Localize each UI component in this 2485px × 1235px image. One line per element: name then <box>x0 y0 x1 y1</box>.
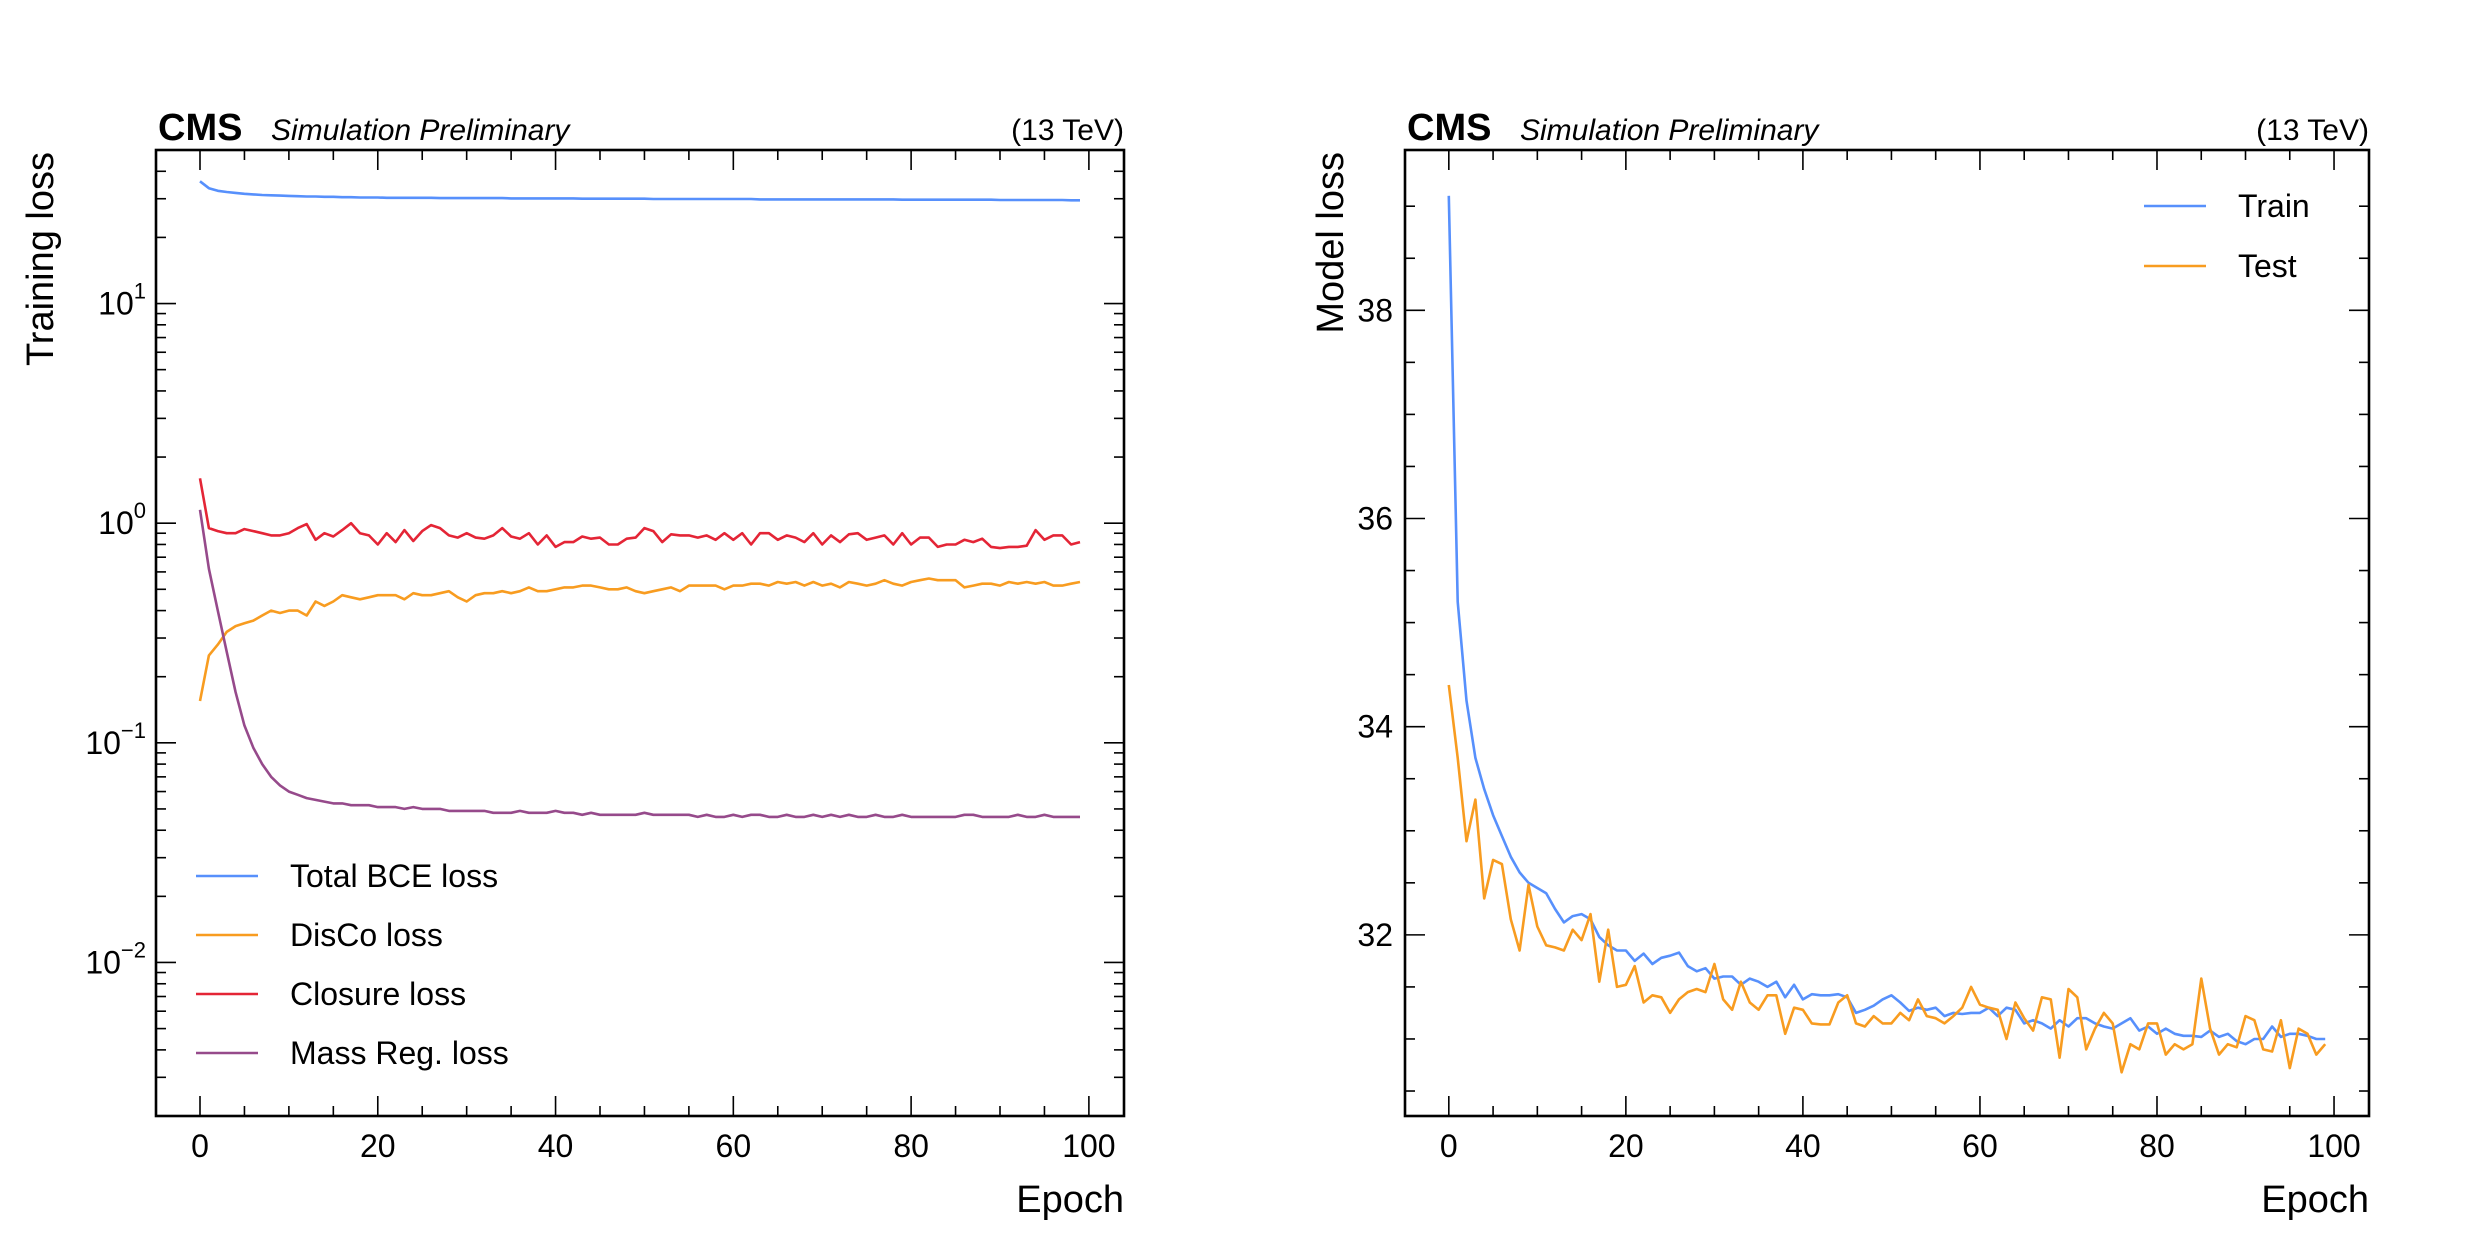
x-axis-label: Epoch <box>2261 1179 2369 1221</box>
y-tick-base: 10 <box>98 286 134 322</box>
axes-frame <box>1403 148 2371 1118</box>
x-tick-label: 0 <box>191 1128 209 1164</box>
x-tick-label: 0 <box>1440 1128 1458 1164</box>
y-tick-label: 100 <box>98 498 146 541</box>
y-tick-label: 38 <box>1357 292 1393 328</box>
y-tick-exponent: 1 <box>134 279 146 304</box>
status-label: Simulation Preliminary <box>1520 114 1820 147</box>
x-tick-label: 80 <box>893 1128 929 1164</box>
x-tick-label: 80 <box>2139 1128 2175 1164</box>
y-tick-exponent: −1 <box>121 718 146 743</box>
series-line-disco-loss <box>198 577 1081 702</box>
x-tick-label: 40 <box>538 1128 574 1164</box>
tick-marks <box>156 150 1124 1116</box>
x-axis-label: Epoch <box>1016 1179 1124 1221</box>
axes-frame <box>154 148 1126 1118</box>
energy-label: (13 TeV) <box>2256 114 2369 147</box>
status-label: Simulation Preliminary <box>271 114 571 147</box>
y-tick-label: 34 <box>1357 709 1393 745</box>
y-tick-label: 10−2 <box>85 937 146 980</box>
cms-label: CMS <box>1407 107 1491 149</box>
series-line-closure-loss <box>198 478 1081 550</box>
y-tick-exponent: 0 <box>134 498 146 523</box>
legend-label: Closure loss <box>290 976 466 1012</box>
x-tick-label: 60 <box>716 1128 752 1164</box>
y-tick-label: 36 <box>1357 500 1393 536</box>
y-axis-label: Model loss <box>1310 152 1352 334</box>
chart-panel-2: CMS Simulation Preliminary (13 TeV) 0 20 40 60… <box>1310 107 2371 1221</box>
x-tick-label: 100 <box>2307 1128 2360 1164</box>
legend-label: Train <box>2238 188 2310 224</box>
y-tick-base: 10 <box>85 725 121 761</box>
y-tick-base: 10 <box>85 944 121 980</box>
series-line-total-bce-loss <box>199 180 1080 202</box>
legend-label: Test <box>2238 248 2297 284</box>
y-tick-label: 101 <box>98 279 146 322</box>
x-tick-label: 60 <box>1962 1128 1998 1164</box>
y-tick-label: 10−1 <box>85 718 146 761</box>
series-line-train <box>1447 195 2326 1046</box>
series-line-mass-reg-loss <box>198 509 1080 819</box>
y-tick-base: 10 <box>98 505 134 541</box>
x-tick-label: 20 <box>360 1128 396 1164</box>
x-tick-label: 20 <box>1608 1128 1644 1164</box>
x-tick-label: 40 <box>1785 1128 1821 1164</box>
x-tick-label: 100 <box>1062 1128 1115 1164</box>
legend: Total BCE loss DisCo loss Closure loss Mass… <box>196 858 509 1071</box>
cms-label: CMS <box>158 107 242 149</box>
series-line-test <box>1447 684 2327 1074</box>
tick-marks <box>1405 150 2369 1116</box>
legend: Train Test <box>2144 188 2310 284</box>
legend-label: Mass Reg. loss <box>290 1035 509 1071</box>
y-axis-label: Training loss <box>20 152 62 366</box>
energy-label: (13 TeV) <box>1011 114 1124 147</box>
legend-label: Total BCE loss <box>290 858 498 894</box>
y-tick-exponent: −2 <box>121 937 146 962</box>
legend-label: DisCo loss <box>290 917 443 953</box>
y-tick-label: 32 <box>1357 917 1393 953</box>
chart-panel-1: CMS Simulation Preliminary (13 TeV) 0 20 40 60… <box>20 107 1126 1221</box>
